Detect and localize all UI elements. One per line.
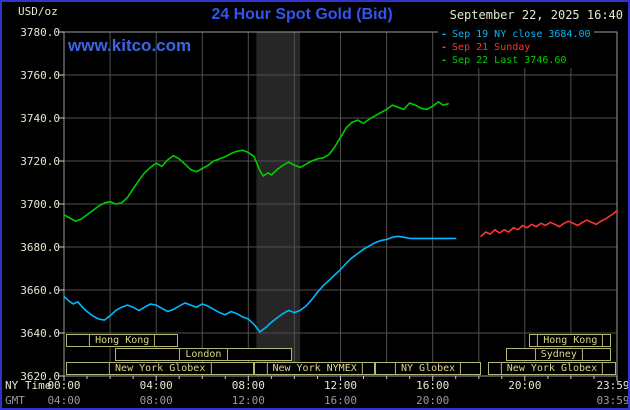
y-tick-label: 3720.0 xyxy=(20,155,60,168)
x-tick-label-ny: 23:59 xyxy=(596,379,630,392)
session-bar-hong-kong: Hong Kong xyxy=(66,334,179,347)
chart-title: 24 Hour Spot Gold (Bid) xyxy=(211,6,393,23)
session-label: New York Globex xyxy=(109,362,212,375)
x-tick-label-ny: 16:00 xyxy=(416,379,450,392)
session-bar-london: London xyxy=(114,348,293,361)
x-tick-label-ny: 20:00 xyxy=(508,379,542,392)
session-label: Hong Kong xyxy=(89,334,156,347)
legend: - Sep 19 NY close 3684.00- Sep 21 Sunday - S… xyxy=(438,27,594,68)
legend-item: - Sep 19 NY close 3684.00 xyxy=(441,28,591,41)
x-tick-label-gmt: 04:00 xyxy=(47,394,81,407)
session-bar-sydney: Sydney xyxy=(506,348,612,361)
x-axis-ny-time-label: NY Time xyxy=(5,379,52,392)
x-tick-label-gmt: 03:59 xyxy=(596,394,630,407)
price-line-sep19 xyxy=(63,235,457,333)
session-label: London xyxy=(179,348,228,361)
x-tick-label-ny: 04:00 xyxy=(139,379,173,392)
y-tick-label: 3700.0 xyxy=(20,198,60,211)
session-label: New York NYMEX xyxy=(266,362,363,375)
datetime-label: September 22, 2025 16:40 xyxy=(449,8,623,22)
session-bar-new-york-globex: New York Globex xyxy=(488,362,616,375)
x-axis-gmt-label: GMT xyxy=(5,394,25,407)
y-tick-label: 3760.0 xyxy=(20,69,60,82)
session-bar-ny-globex: NY Globex xyxy=(375,362,482,375)
legend-item: - Sep 21 Sunday xyxy=(441,41,591,54)
x-tick-label-ny: 12:00 xyxy=(323,379,358,392)
price-line-sep21 xyxy=(480,209,618,238)
y-tick-label: 3780.0 xyxy=(20,26,60,39)
kitco-watermark-link[interactable]: www.kitco.com xyxy=(68,36,192,55)
x-tick-label-ny: 08:00 xyxy=(231,379,265,392)
x-tick-label-gmt: 16:00 xyxy=(323,394,358,407)
session-label: NY Globex xyxy=(395,362,462,375)
y-tick-label: 3640.0 xyxy=(20,327,60,340)
legend-text: Sep 22 Last 3746.60 xyxy=(452,55,567,66)
session-label: New York Globex xyxy=(500,362,604,375)
legend-marker: - xyxy=(441,55,448,66)
session-bar-new-york-globex: New York Globex xyxy=(66,362,255,375)
session-label: Sydney xyxy=(534,348,583,361)
y-tick-label: 3740.0 xyxy=(20,112,60,125)
legend-marker: - xyxy=(441,29,448,40)
y-tick-label: 3660.0 xyxy=(20,284,60,297)
y-tick-label: 3680.0 xyxy=(20,241,60,254)
x-tick-label-gmt: 12:00 xyxy=(231,394,265,407)
legend-text: Sep 19 NY close 3684.00 xyxy=(452,29,591,40)
x-tick-label-ny: 00:00 xyxy=(47,379,81,392)
x-tick-label-gmt: 20:00 xyxy=(416,394,450,407)
session-label: Hong Kong xyxy=(537,334,604,347)
session-bar-hong-kong: Hong Kong xyxy=(529,334,612,347)
legend-marker: - xyxy=(441,42,448,53)
legend-item: - Sep 22 Last 3746.60 xyxy=(441,54,591,67)
y-tick-label: 3620.0 xyxy=(20,370,60,383)
y-axis-unit-label: USD/oz xyxy=(18,5,58,18)
price-line-sep22 xyxy=(63,101,449,222)
x-tick-label-gmt: 08:00 xyxy=(139,394,173,407)
legend-text: Sep 21 Sunday xyxy=(452,42,531,53)
session-bar-new-york-nymex: New York NYMEX xyxy=(254,362,376,375)
